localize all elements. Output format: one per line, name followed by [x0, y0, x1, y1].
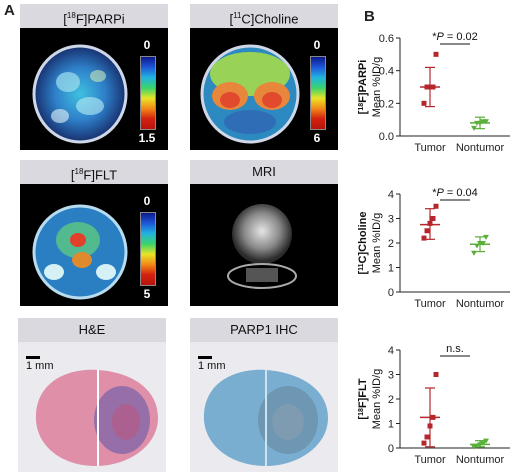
y-axis-sublabel: Mean %ID/g	[371, 213, 383, 274]
significance-label: *P = 0.02	[432, 31, 478, 43]
y-tick-label: 0.0	[379, 131, 394, 143]
x-tick-label: Nontumor	[456, 142, 505, 154]
x-tick-label: Nontumor	[456, 454, 505, 466]
chart-choline: 0 1 2 3 4 Tumor Nontumor [11C]Choline Mean %ID/g…	[357, 187, 510, 310]
colorbar-flt	[140, 212, 156, 286]
y-tick-label: 1	[388, 263, 394, 275]
x-tick-label: Tumor	[414, 454, 446, 466]
y-tick-label: 0	[388, 287, 394, 299]
colorbar-min-label: 5	[143, 287, 151, 301]
data-point	[421, 440, 427, 446]
image-he-histology: H&E 1 mm	[18, 318, 166, 472]
data-point	[424, 228, 430, 234]
y-axis-sublabel: Mean %ID/g	[371, 369, 383, 430]
y-axis-label: [11C]Choline	[357, 211, 369, 274]
data-point	[433, 372, 439, 377]
image-flt-pet: [18F]FLT 0 5	[20, 160, 168, 306]
x-tick-label: Nontumor	[456, 298, 505, 310]
data-point	[421, 235, 427, 241]
y-axis-label: [18F]FLT	[357, 378, 369, 419]
image-choline-pet: [11C]Choline 0 6	[190, 4, 338, 150]
y-tick-label: 0	[388, 443, 394, 455]
image-title: PARP1 IHC	[190, 318, 338, 342]
y-tick-label: 2	[388, 238, 394, 250]
y-axis-sublabel: Mean %ID/g	[371, 57, 383, 118]
y-tick-label: 0.2	[379, 98, 394, 110]
y-tick-label: 4	[388, 345, 394, 357]
colorbar-choline	[310, 56, 326, 130]
y-tick-label: 0.6	[379, 33, 394, 45]
data-point	[471, 125, 477, 131]
y-tick-label: 1	[388, 419, 394, 431]
colorbar-min-label: 6	[313, 131, 321, 145]
image-title: [18F]FLT	[20, 160, 168, 184]
data-point	[483, 119, 489, 125]
image-parpi-pet: [18F]PARPi 0 1.5	[20, 4, 168, 150]
scale-bar	[26, 356, 40, 359]
data-point	[483, 234, 489, 240]
chart-flt: 0 1 2 3 4 Tumor Nontumor [18F]FLT Mean %ID/g n.s.	[357, 343, 510, 466]
image-title: [11C]Choline	[190, 4, 338, 28]
panel-label-b: B	[364, 8, 375, 25]
chart-parpi: 0.0 0.2 0.4 0.6 Tumor Nontumor [18F]PARPi Mean …	[357, 31, 510, 154]
x-tick-label: Tumor	[414, 298, 446, 310]
y-axis-label: [18F]PARPi	[357, 60, 369, 115]
colorbar-max-label: 0	[143, 38, 151, 52]
colorbar-max-label: 0	[313, 38, 321, 52]
y-tick-label: 0.4	[379, 66, 394, 78]
image-title: MRI	[190, 160, 338, 184]
data-point	[421, 100, 427, 106]
colorbar-max-label: 0	[143, 194, 151, 208]
y-tick-label: 3	[388, 370, 394, 382]
y-tick-label: 4	[388, 189, 394, 201]
scale-label: 1 mm	[198, 360, 226, 372]
image-title: [18F]PARPi	[20, 4, 168, 28]
image-title: H&E	[18, 318, 166, 342]
panel-label-a: A	[4, 2, 15, 19]
colorbar-parpi	[140, 56, 156, 130]
image-mri: MRI	[190, 160, 338, 306]
data-point	[424, 434, 430, 440]
x-tick-label: Tumor	[414, 142, 446, 154]
image-parp1-ihc: PARP1 IHC 1 mm	[190, 318, 338, 472]
scale-bar	[198, 356, 212, 359]
y-tick-label: 3	[388, 214, 394, 226]
data-point	[433, 203, 439, 209]
significance-label: *P = 0.04	[432, 187, 478, 199]
data-point	[483, 438, 489, 444]
scale-label: 1 mm	[26, 360, 54, 372]
colorbar-min-label: 1.5	[138, 131, 156, 145]
y-tick-label: 2	[388, 394, 394, 406]
data-point	[430, 216, 436, 221]
significance-label: n.s.	[446, 343, 464, 355]
data-point	[433, 51, 439, 57]
